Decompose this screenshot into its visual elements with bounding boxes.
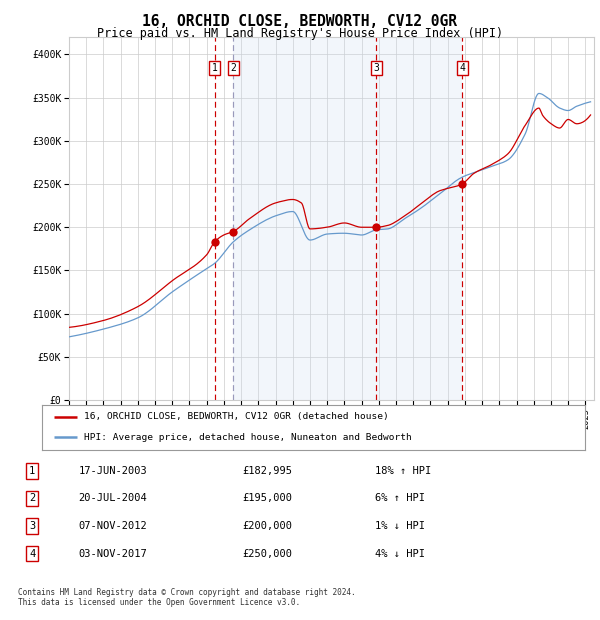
Text: 18% ↑ HPI: 18% ↑ HPI: [375, 466, 431, 476]
Text: £195,000: £195,000: [242, 494, 292, 503]
Text: 1% ↓ HPI: 1% ↓ HPI: [375, 521, 425, 531]
Text: 1: 1: [29, 466, 35, 476]
Text: 17-JUN-2003: 17-JUN-2003: [78, 466, 147, 476]
Text: £182,995: £182,995: [242, 466, 292, 476]
Text: HPI: Average price, detached house, Nuneaton and Bedworth: HPI: Average price, detached house, Nune…: [85, 433, 412, 442]
Text: 6% ↑ HPI: 6% ↑ HPI: [375, 494, 425, 503]
Text: £200,000: £200,000: [242, 521, 292, 531]
Text: 2: 2: [29, 494, 35, 503]
Text: 20-JUL-2004: 20-JUL-2004: [78, 494, 147, 503]
Text: 4: 4: [29, 549, 35, 559]
Text: 1: 1: [212, 63, 218, 73]
Text: 07-NOV-2012: 07-NOV-2012: [78, 521, 147, 531]
Bar: [233, 37, 462, 400]
Text: 4: 4: [459, 63, 465, 73]
Text: 16, ORCHID CLOSE, BEDWORTH, CV12 0GR (detached house): 16, ORCHID CLOSE, BEDWORTH, CV12 0GR (de…: [85, 412, 389, 422]
Text: Price paid vs. HM Land Registry's House Price Index (HPI): Price paid vs. HM Land Registry's House …: [97, 27, 503, 40]
Text: 16, ORCHID CLOSE, BEDWORTH, CV12 0GR: 16, ORCHID CLOSE, BEDWORTH, CV12 0GR: [143, 14, 458, 29]
Text: 4% ↓ HPI: 4% ↓ HPI: [375, 549, 425, 559]
Text: 3: 3: [373, 63, 379, 73]
Text: Contains HM Land Registry data © Crown copyright and database right 2024.
This d: Contains HM Land Registry data © Crown c…: [18, 588, 356, 607]
Text: 2: 2: [230, 63, 236, 73]
Text: 3: 3: [29, 521, 35, 531]
Text: £250,000: £250,000: [242, 549, 292, 559]
Text: 03-NOV-2017: 03-NOV-2017: [78, 549, 147, 559]
